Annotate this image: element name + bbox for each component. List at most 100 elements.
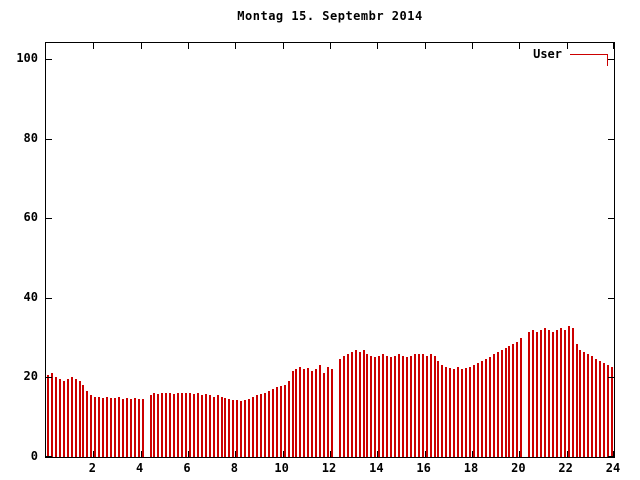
tick-mark: [424, 43, 426, 49]
bar: [232, 400, 235, 457]
bar: [311, 371, 314, 457]
bar: [137, 398, 140, 457]
bar: [398, 353, 401, 457]
y-axis-tick-label: 80: [23, 130, 38, 145]
bar: [374, 357, 377, 457]
bar: [394, 355, 397, 457]
tick-mark: [472, 43, 473, 49]
bar: [220, 397, 223, 457]
bar: [267, 391, 270, 457]
bar: [244, 400, 247, 457]
plot-area: User: [45, 42, 615, 458]
bar: [86, 391, 89, 457]
bar: [543, 327, 546, 457]
bar: [350, 351, 353, 457]
x-axis-tick-label: 16: [416, 461, 431, 475]
tick-mark: [608, 297, 614, 299]
bar: [338, 359, 341, 457]
bar: [141, 399, 144, 457]
tick-mark: [377, 451, 379, 457]
bar: [90, 395, 93, 457]
x-axis-tick-label: 14: [369, 461, 384, 475]
bar: [256, 395, 259, 457]
bar: [216, 395, 219, 457]
tick-mark: [46, 218, 52, 220]
bar: [46, 375, 49, 457]
bar: [283, 385, 286, 457]
x-axis-tick-label: 10: [274, 461, 289, 475]
bar: [161, 393, 164, 457]
bar: [457, 367, 460, 457]
y-axis-tick-label: 0: [30, 449, 38, 463]
bar: [611, 367, 614, 457]
bar: [579, 349, 582, 457]
bar: [196, 393, 199, 457]
bar: [449, 368, 452, 457]
tick-mark: [188, 43, 189, 49]
bar: [401, 355, 404, 457]
bar: [98, 397, 101, 457]
tick-mark: [472, 451, 473, 457]
tick-mark: [93, 43, 95, 49]
x-axis-tick-label: 24: [605, 461, 621, 475]
tick-mark: [46, 456, 52, 457]
bar: [133, 398, 136, 457]
bar: [555, 329, 558, 457]
bar: [378, 355, 381, 457]
bar: [433, 355, 436, 457]
bar: [192, 394, 195, 457]
bar: [62, 381, 65, 457]
legend-label: User: [533, 47, 562, 61]
bar: [504, 347, 507, 457]
bar: [157, 394, 160, 457]
tick-mark: [282, 43, 284, 49]
bar: [520, 337, 523, 457]
bar: [271, 389, 274, 457]
bar: [445, 367, 448, 457]
bar: [512, 343, 515, 457]
bar: [74, 379, 77, 457]
bar: [259, 394, 262, 457]
bar: [110, 398, 113, 457]
bar: [224, 398, 227, 457]
y-axis-tick-label: 100: [16, 50, 38, 65]
bar: [362, 349, 365, 457]
tick-mark: [140, 43, 142, 49]
bar: [358, 351, 361, 457]
bar: [323, 373, 326, 457]
bar: [169, 393, 172, 457]
bar: [275, 387, 278, 457]
tick-mark: [46, 138, 52, 140]
bar: [153, 393, 156, 457]
tick-mark: [613, 43, 614, 49]
bar: [114, 398, 117, 457]
x-axis-tick-label: 4: [136, 461, 144, 475]
bar: [366, 353, 369, 457]
bar: [342, 355, 345, 457]
tick-mark: [608, 377, 614, 379]
bar: [228, 399, 231, 457]
bar: [409, 355, 412, 457]
bar: [559, 327, 562, 457]
bar: [252, 397, 255, 457]
bar: [248, 399, 251, 457]
y-axis-tick-label: 20: [23, 369, 38, 384]
bar: [303, 369, 306, 457]
x-axis-tick-label: 12: [321, 461, 337, 475]
bar: [54, 377, 57, 457]
bar: [291, 371, 294, 457]
tick-mark: [46, 297, 52, 299]
bar: [299, 367, 302, 457]
tick-mark: [93, 451, 95, 457]
tick-mark: [140, 451, 142, 457]
x-axis-tick-label: 20: [511, 461, 526, 475]
bar: [240, 401, 243, 457]
bar: [58, 379, 61, 457]
bar: [204, 394, 207, 457]
x-axis-tick-label: 22: [558, 461, 573, 475]
bar: [536, 331, 539, 457]
tick-mark: [330, 451, 331, 457]
x-axis-labels: 2 4 6 8 10 12 14 16 18 20 22 24: [45, 461, 621, 477]
tick-mark: [235, 43, 237, 49]
